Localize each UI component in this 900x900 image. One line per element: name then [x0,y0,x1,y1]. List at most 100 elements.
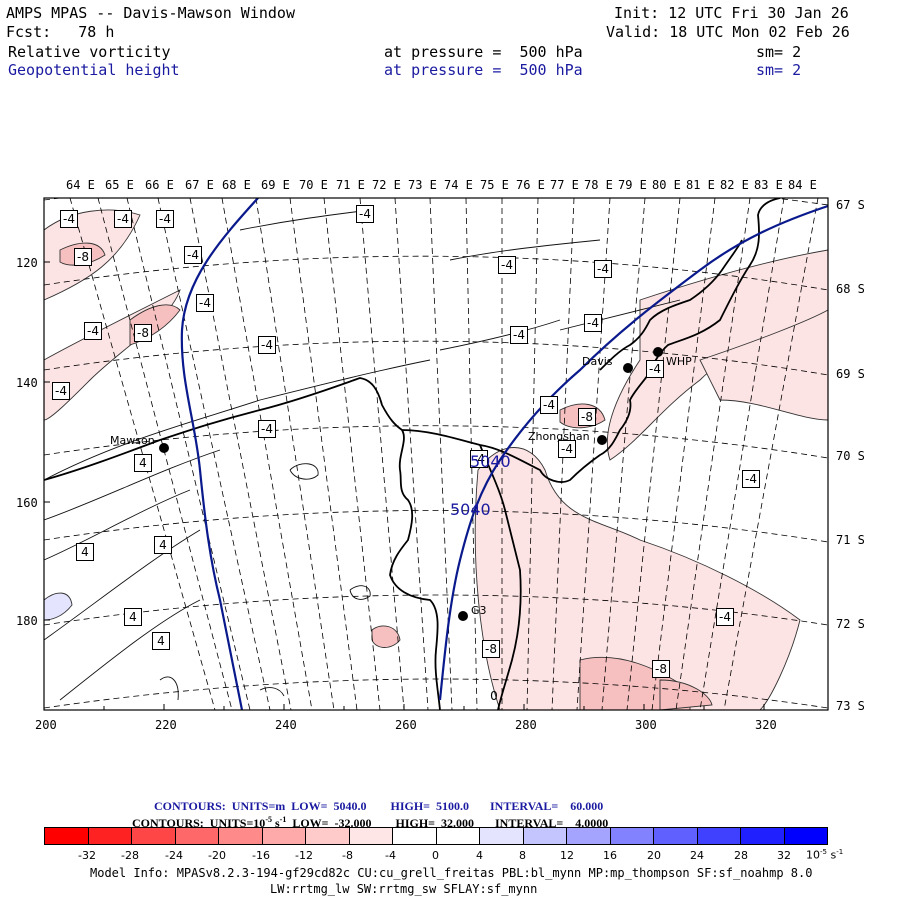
lat-label: 73 S [836,699,865,713]
colorbar-tick: 8 [519,849,526,862]
latitude-grid [44,198,828,709]
axis-ticks [43,261,765,710]
lon-label: 78 E [584,178,613,192]
lat-label: 69 S [836,367,865,381]
contour-label: -4 [558,440,576,458]
colorbar-cell [567,828,611,844]
lon-label: 75 E [480,178,509,192]
x-tick-label: 200 [35,718,57,732]
init-time: Init: 12 UTC Fri 30 Jan 26 [614,4,849,22]
contour-label: -4 [470,450,488,468]
field1-pressure: at pressure = 500 hPa [384,43,583,61]
lon-label: 68 E [222,178,251,192]
contour-label: -4 [742,470,760,488]
lon-label: 79 E [618,178,647,192]
colorbar-cell [349,828,393,844]
whp-dot [653,347,663,357]
station-label-zhongshan: Zhongshan [528,430,590,443]
colorbar-tick: 4 [476,849,483,862]
contour-label: 4 [76,543,94,561]
contour-label: -8 [74,248,92,266]
zhongshan-dot [597,435,607,445]
height-label: 5040 [470,452,511,471]
lat-label: 67 S [836,198,865,212]
field1-name: Relative vorticity [8,43,171,61]
x-tick-label: 280 [515,718,537,732]
lon-label: 77 E [550,178,579,192]
station-label-davis: Davis [582,355,613,368]
contour-label: -4 [184,246,202,264]
valid-time: Valid: 18 UTC Mon 02 Feb 26 [606,23,850,41]
y-tick-label: 180 [16,614,38,628]
height-label: 5040 [450,500,491,519]
colorbar-unit-base: 10 [806,848,820,862]
contours-info-vorticity: CONTOURS: UNITS=10-5 s-1 LOW= -32.000 HI… [132,811,608,832]
colorbar-cell [132,828,176,844]
colorbar-tick: -32 [78,849,96,862]
contour-label: -4 [716,608,734,626]
map-plot-area [44,198,828,710]
colorbar-cell [610,828,654,844]
forecast-hour: Fcst: 78 h [6,23,115,41]
contour-label: -4 [84,322,102,340]
contours-info-height: CONTOURS: UNITS=m LOW= 5040.0 HIGH= 5100… [154,799,604,813]
lon-label: 69 E [261,178,290,192]
model-info-2: LW:rrtmg_lw SW:rrtmg_sw SFLAY:sf_mynn [270,882,538,896]
contour-label: 4 [134,454,152,472]
colorbar-tick: 24 [690,849,704,862]
colorbar-tick: 12 [560,849,574,862]
y-tick-label: 140 [16,376,38,390]
lon-label: 71 E [336,178,365,192]
colorbar-cell [784,828,827,844]
contours-vort-s: s [271,816,280,830]
lon-label: 72 E [372,178,401,192]
field2-name: Geopotential height [8,61,180,79]
colorbar-unit-s: s [826,848,837,862]
station-markers [159,347,663,621]
lon-label: 84 E [788,178,817,192]
contour-label: -4 [258,420,276,438]
lon-label: 70 E [299,178,328,192]
lat-label: 70 S [836,449,865,463]
colorbar-tick: 0 [432,849,439,862]
colorbar-unit: 10-5 s-1 [806,843,843,865]
colorbar-unit-exp: -5 [820,848,827,856]
station-label-g3: G3 [471,604,487,617]
colorbar [44,827,828,845]
x-tick-label: 320 [755,718,777,732]
contour-label: -4 [258,336,276,354]
lon-label: 73 E [408,178,437,192]
colorbar-cell [697,828,741,844]
contours-vort-text: CONTOURS: UNITS=10 [132,816,266,830]
colorbar-cell [45,828,89,844]
contour-label: -4 [356,205,374,223]
contour-label: -4 [540,396,558,414]
contours-vort-tail: LOW= -32.000 HIGH= 32.000 INTERVAL= 4.00… [286,816,609,830]
contours-vort-exp: -5 [265,815,272,824]
plot-frame [43,197,829,711]
lon-label: 65 E [105,178,134,192]
colorbar-cell [393,828,437,844]
colorbar-tick: 16 [603,849,617,862]
contour-label: -8 [482,640,500,658]
colorbar-cell [654,828,698,844]
colorbar-tick: -4 [385,849,396,862]
x-tick-label: 260 [395,718,417,732]
y-tick-label: 120 [16,256,38,270]
colorbar-cell [219,828,263,844]
colorbar-cell [262,828,306,844]
colorbar-tick: 32 [777,849,791,862]
contour-label: 4 [152,632,170,650]
lon-label: 82 E [720,178,749,192]
contour-label: 4 [154,536,172,554]
contour-label: -8 [652,660,670,678]
lat-label: 72 S [836,617,865,631]
model-info: Model Info: MPASv8.2.3-194-gf29cd82c CU:… [90,866,813,880]
contour-label: -4 [498,256,516,274]
colorbar-tick: -12 [295,849,313,862]
lon-label: 83 E [754,178,783,192]
contour-label: -4 [196,294,214,312]
lon-label: 74 E [444,178,473,192]
coastline [44,198,781,710]
x-tick-label: 240 [275,718,297,732]
